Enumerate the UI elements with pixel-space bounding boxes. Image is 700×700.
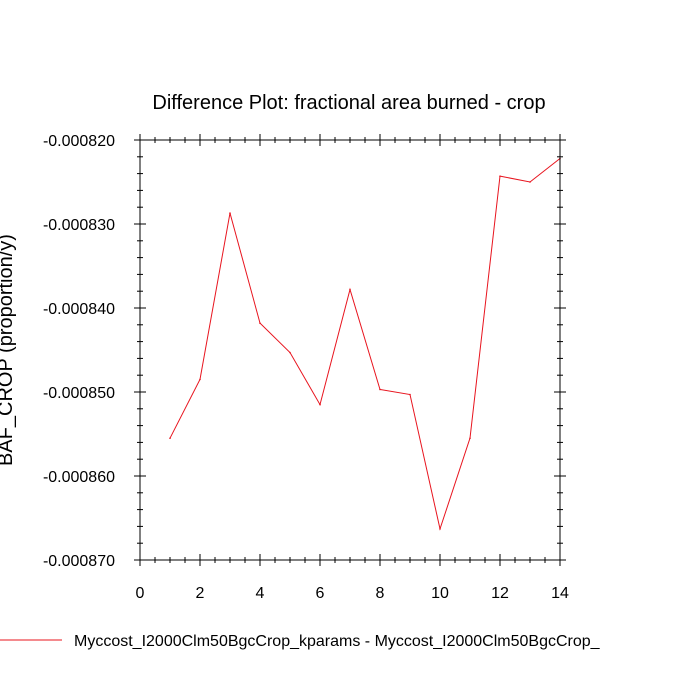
- x-tick-label: 2: [196, 585, 205, 602]
- series-point: [289, 351, 291, 354]
- x-tick-label: 14: [551, 585, 569, 602]
- x-tick-label: 0: [136, 585, 145, 602]
- y-tick-label: -0.000850: [43, 385, 115, 402]
- series-point: [169, 437, 171, 440]
- x-tick-label: 10: [431, 585, 449, 602]
- legend-label: Myccost_I2000Clm50BgcCrop_kparams - Mycc…: [74, 633, 601, 650]
- y-tick-label: -0.000870: [43, 553, 115, 570]
- x-tick-label: 4: [256, 585, 265, 602]
- chart-title: Difference Plot: fractional area burned …: [152, 92, 545, 114]
- series-point: [409, 393, 411, 396]
- series-point: [439, 528, 441, 530]
- y-tick-label: -0.000840: [43, 301, 115, 318]
- legend: Myccost_I2000Clm50BgcCrop_kparams - Mycc…: [0, 633, 601, 650]
- y-axis-label: BAF_CROP (proportion/y): [0, 234, 17, 466]
- series-point: [379, 388, 381, 391]
- series-point: [319, 403, 321, 406]
- series-point: [499, 175, 501, 177]
- y-tick-label: -0.000830: [43, 217, 115, 234]
- series-point: [259, 322, 261, 324]
- y-tick-label: -0.000820: [43, 133, 115, 150]
- x-tick-label: 8: [376, 585, 385, 602]
- series-point: [229, 212, 231, 214]
- plot-frame: [139, 139, 561, 561]
- x-tick-label: 12: [491, 585, 509, 602]
- x-tick-label: 6: [316, 585, 325, 602]
- series-point: [469, 437, 471, 440]
- y-tick-label: -0.000860: [43, 469, 115, 486]
- series-point: [199, 378, 201, 381]
- series-point: [349, 288, 351, 291]
- series-point: [529, 181, 531, 183]
- series-line: [169, 158, 561, 531]
